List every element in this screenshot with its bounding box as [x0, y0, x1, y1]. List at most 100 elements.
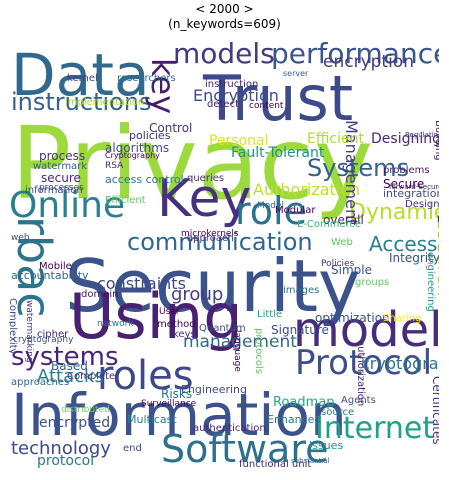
keyword-sharing: Sharing: [383, 313, 422, 324]
keyword-protocol: protocol: [37, 453, 95, 468]
keyword-instructions: instructions: [11, 88, 152, 116]
keyword-encrypted: encrypted: [39, 415, 111, 431]
keyword-security: Security: [65, 244, 361, 328]
keyword-mobile: Mobile: [39, 261, 72, 272]
keyword-server: server: [283, 69, 309, 78]
keyword-cryptographic: cryptographic: [361, 354, 439, 373]
keyword-approach: approach: [187, 233, 234, 244]
keyword-fault-tolerant: Fault-Tolerant: [231, 145, 325, 161]
keyword-risks: Risks: [161, 387, 193, 401]
keyword-distributed: distributed: [61, 405, 110, 415]
word-cloud: Privacy Security Information Data Trust Using…: [9, 38, 439, 468]
keyword-secure: Secure: [383, 177, 425, 191]
keyword-certificates: Certificates: [430, 376, 439, 445]
keyword-agents: Agents: [341, 395, 376, 406]
keyword-process: process: [39, 149, 86, 163]
keyword-simple: Simple: [331, 263, 372, 277]
keyword-systems: systems: [11, 342, 119, 372]
keyword-modular: Modular: [275, 205, 316, 216]
keyword-key: Key: [157, 169, 252, 229]
keyword-problems: problems: [383, 165, 430, 176]
keyword-authentication: authentication: [193, 423, 266, 434]
keyword-authorization: Authorization: [253, 180, 361, 199]
keyword-roadmap: Roadmap: [273, 395, 335, 410]
keyword-regulating: Regulating: [405, 131, 439, 139]
keyword-integrity: Integrity: [389, 251, 439, 265]
keyword-access-control: access control: [105, 173, 184, 186]
keyword-end: end: [123, 443, 142, 454]
keyword-source: source: [321, 407, 355, 418]
keyword-functional-unit: functional unit: [239, 459, 312, 469]
keyword-overall: overall: [323, 213, 364, 227]
keyword-policies: Policies: [321, 259, 355, 269]
keyword-multicast: Multicast: [127, 413, 177, 426]
keyword-model: Model: [257, 201, 285, 211]
keyword-implementation: implementation: [65, 97, 145, 108]
keyword-complete: Complete: [67, 371, 116, 382]
keyword-protocol: Protocol: [295, 343, 433, 383]
keyword-models: models: [173, 38, 275, 70]
keyword-keys: keys: [173, 329, 196, 340]
keyword-watermark: watermark: [33, 161, 88, 172]
keyword-ip: IP: [437, 215, 439, 225]
keyword-detect: detect: [207, 99, 239, 110]
keyword-information: information: [25, 185, 83, 196]
keyword-complexity: Complexity: [9, 298, 18, 355]
keyword-policies: policies: [129, 129, 171, 142]
keyword-dynamic: Dynamic: [349, 200, 439, 225]
keyword-performance: performance: [271, 38, 439, 70]
keyword-network: network: [97, 319, 134, 329]
keyword-cryptography: cryptography: [13, 335, 74, 345]
keyword-optimization: optimization: [315, 311, 390, 325]
keyword-domain: domain: [81, 289, 119, 300]
keyword-privacy: Privacy: [11, 105, 374, 222]
keyword-design: Design: [405, 199, 439, 210]
keyword-queries: queries: [187, 173, 225, 184]
keyword-surveillance: Surveillance: [141, 399, 197, 409]
keyword-authorization: authorization: [355, 340, 366, 407]
keyword-role: role: [235, 189, 307, 233]
keyword-accountability: accountability: [11, 269, 89, 282]
keyword-e-commerce: E-Commerce: [297, 219, 362, 230]
keyword-efficient: Efficient: [307, 131, 364, 147]
keyword-integration: integration: [383, 187, 439, 200]
keyword-secure: secure: [41, 171, 81, 185]
keyword-researchers: researchers: [117, 73, 176, 84]
keyword-signature: Signature: [271, 323, 329, 337]
keyword-language: language: [232, 330, 242, 372]
keyword-technology: technology: [11, 438, 111, 459]
chart-title: < 2000 > (n_keywords=609): [0, 2, 449, 32]
keyword-systems: Systems: [307, 154, 409, 182]
keyword-algorithms: algorithms: [105, 141, 170, 155]
keyword-software: Software: [161, 427, 329, 468]
keyword-quantum: Quantum: [199, 323, 246, 334]
keyword-substantial: substantial: [291, 457, 330, 465]
keyword-model: model: [293, 302, 439, 358]
keyword-processes: processes: [39, 183, 84, 193]
keyword-content: content: [249, 101, 284, 111]
keyword-key: key: [144, 58, 182, 115]
keyword-rsa: RSA: [105, 161, 124, 171]
keyword-efficient: Efficient: [105, 195, 146, 206]
keyword-access: Access: [369, 232, 438, 256]
keyword-protocols: protocols: [253, 328, 264, 375]
keyword-using: Using: [69, 280, 243, 353]
keyword-information: Information: [11, 381, 347, 449]
keyword-personal: Personal: [209, 133, 269, 149]
keyword-kernel: kernel: [67, 73, 98, 84]
keyword-user: User: [159, 307, 180, 317]
keyword-control: Control: [149, 121, 193, 135]
keyword-web: web: [11, 233, 30, 243]
keyword-count: (n_keywords=609): [168, 17, 281, 31]
keyword-engineering: engineering: [425, 252, 436, 312]
keyword-communication: communication: [127, 228, 313, 256]
keyword-groups: groups: [355, 277, 390, 288]
keyword-roles: roles: [97, 353, 194, 399]
keyword-constraints: constraints: [97, 274, 186, 293]
keyword-designing: Designing: [371, 131, 439, 147]
keyword-instruction: instruction: [205, 79, 259, 90]
keyword-cipher: cipher: [37, 329, 69, 340]
keyword-method: method: [157, 319, 196, 330]
keyword-group: group: [171, 284, 224, 305]
keyword-based: Based: [51, 359, 88, 373]
